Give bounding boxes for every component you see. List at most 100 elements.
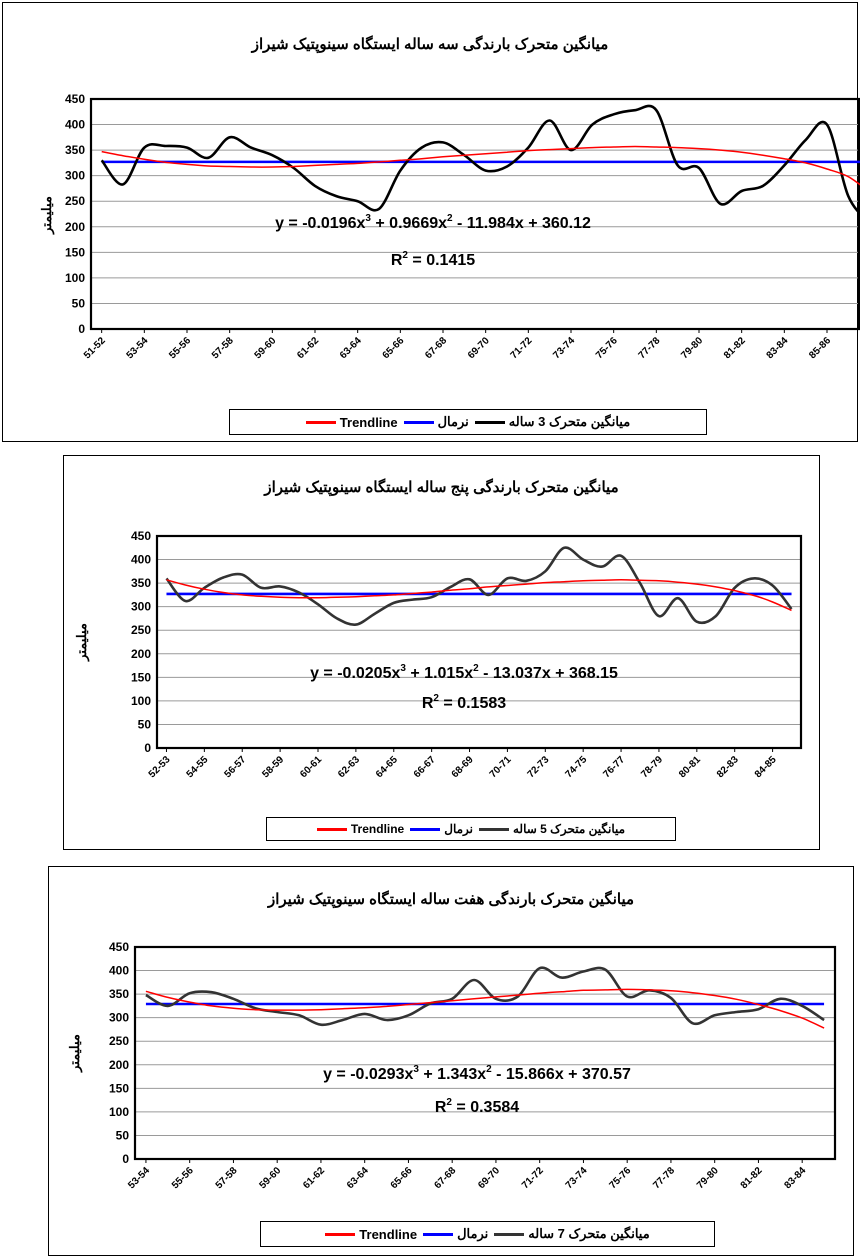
x-tick-label: 51-52 (82, 335, 108, 361)
y-tick-label: 300 (109, 1011, 129, 1025)
x-tick-label: 80-81 (677, 754, 703, 780)
y-tick-label: 450 (131, 529, 151, 543)
x-tick-label: 62-63 (336, 754, 362, 780)
legend-item: میانگین متحرک 3 ساله (474, 414, 630, 430)
x-tick-label: 63-64 (338, 335, 364, 361)
y-tick-label: 200 (65, 220, 85, 234)
chart-3-svg: 0 50 100 150 200 250 300 350 400 450 53-54 55-56 57-… (67, 940, 837, 1191)
y-tick-label: 350 (65, 143, 85, 157)
y-tick-label: 400 (65, 118, 85, 132)
x-tick-label: 67-68 (432, 1165, 458, 1191)
y-tick-label: 100 (131, 694, 151, 708)
x-tick-label: 55-56 (170, 1165, 196, 1191)
plot-area-border (133, 945, 837, 1161)
x-tick-label: 59-60 (253, 335, 279, 361)
series-line-trendline (145, 988, 825, 1029)
x-tick-label: 64-65 (374, 754, 400, 780)
x-tick-label: 69-70 (476, 1165, 502, 1191)
x-tick-label: 55-56 (167, 335, 193, 361)
legend-swatch (403, 420, 434, 424)
legend-item: میانگین متحرک 5 ساله (479, 822, 625, 836)
x-tick-label: 60-61 (298, 754, 324, 780)
legend-item: Trendline (316, 822, 405, 836)
x-tick-label: 53-54 (125, 335, 151, 361)
x-tick-label: 74-75 (563, 754, 589, 780)
y-tick-label: 400 (109, 964, 129, 978)
chart-2-title: میانگین متحرک بارندگی پنج ساله ایستگاه س… (264, 479, 619, 496)
x-tick-label: 71-72 (509, 335, 535, 361)
x-tick-label: 76-77 (601, 754, 627, 780)
trendline-equation: y = -0.0293x3 + 1.343x2 - 15.866x + 370.… (323, 1064, 631, 1083)
x-tick-label: 73-74 (564, 1165, 590, 1191)
legend-item: میانگین متحرک 7 ساله (494, 1226, 650, 1242)
x-tick-label: 81-82 (722, 335, 748, 361)
series-line-trendline (101, 145, 860, 186)
y-tick-label: 50 (138, 717, 152, 731)
x-tick-label: 67-68 (423, 335, 449, 361)
chart-1-title: میانگین متحرک بارندگی سه ساله ایستگاه سی… (251, 36, 609, 53)
legend-label: Trendline (350, 822, 405, 836)
x-tick-label: 61-62 (301, 1165, 327, 1191)
legend-swatch (479, 827, 509, 831)
y-tick-label: 350 (109, 987, 129, 1001)
y-tick-label: 100 (109, 1105, 129, 1119)
legend-label: میانگین متحرک 7 ساله (528, 1226, 650, 1241)
x-tick-label: 81-82 (739, 1165, 765, 1191)
y-tick-label: 450 (65, 92, 85, 106)
y-tick-label: 50 (72, 296, 86, 310)
x-tick-label: 83-84 (782, 1165, 808, 1191)
y-axis-label: میلیمتر (39, 196, 55, 235)
legend-item: Trendline (305, 415, 398, 430)
x-tick-label: 58-59 (260, 754, 286, 780)
chart-1-legend: Trendline نرمال میانگین متحرک 3 ساله (229, 409, 707, 435)
trendline-equation: y = -0.0205x3 + 1.015x2 - 13.037x + 368.… (310, 663, 618, 682)
chart-3-frame: میانگین متحرک بارندگی هفت ساله ایستگاه س… (48, 866, 854, 1256)
legend-swatch (410, 827, 441, 831)
x-tick-label: 72-73 (526, 754, 552, 780)
x-tick-label: 71-72 (520, 1165, 546, 1191)
x-tick-label: 61-62 (295, 335, 321, 361)
x-tick-label: 66-67 (412, 754, 438, 780)
y-tick-label: 0 (122, 1152, 129, 1166)
chart-1-frame: میانگین متحرک بارندگی سه ساله ایستگاه سی… (2, 2, 860, 442)
y-tick-label: 0 (78, 322, 85, 336)
y-tick-label: 450 (109, 940, 129, 954)
x-tick-label: 77-78 (651, 1165, 677, 1191)
legend-swatch (325, 1232, 356, 1236)
y-tick-label: 250 (65, 194, 85, 208)
chart-2-legend: Trendline نرمال میانگین متحرک 5 ساله (266, 817, 676, 841)
legend-swatch (305, 420, 336, 424)
legend-swatch (423, 1232, 454, 1236)
r-squared-label: R2 = 0.1415 (391, 250, 475, 269)
y-tick-label: 200 (131, 647, 151, 661)
trendline-equation: y = -0.0196x3 + 0.9669x2 - 11.984x + 360… (275, 213, 591, 232)
y-tick-label: 400 (131, 553, 151, 567)
x-tick-label: 69-70 (466, 335, 492, 361)
chart-2-frame: میانگین متحرک بارندگی پنج ساله ایستگاه س… (63, 455, 820, 850)
legend-swatch (494, 1232, 525, 1236)
y-tick-label: 300 (65, 169, 85, 183)
plot-area-border (155, 534, 803, 750)
x-tick-label: 59-60 (257, 1165, 283, 1191)
x-tick-label: 73-74 (551, 335, 577, 361)
legend-label: میانگین متحرک 5 ساله (513, 822, 626, 836)
y-tick-label: 300 (131, 600, 151, 614)
x-tick-label: 57-58 (214, 1165, 240, 1191)
x-tick-label: 84-85 (753, 754, 779, 780)
series-line-moving-average (100, 104, 860, 216)
x-tick-label: 56-57 (222, 754, 248, 780)
x-tick-label: 77-78 (637, 335, 663, 361)
x-tick-label: 79-80 (679, 335, 705, 361)
y-axis-label: میلیمتر (74, 623, 90, 662)
y-axis-label: میلیمتر (67, 1034, 83, 1073)
legend-label: نرمال (457, 1226, 489, 1241)
y-tick-label: 150 (65, 245, 85, 259)
x-tick-label: 78-79 (639, 754, 665, 780)
x-tick-label: 54-55 (185, 754, 211, 780)
x-tick-label: 85-86 (807, 335, 833, 361)
x-tick-label: 75-76 (594, 335, 620, 361)
chart-3-legend: Trendline نرمال میانگین متحرک 7 ساله (260, 1221, 715, 1247)
x-tick-label: 70-71 (488, 754, 514, 780)
x-tick-label: 83-84 (765, 335, 791, 361)
y-tick-label: 100 (65, 271, 85, 285)
